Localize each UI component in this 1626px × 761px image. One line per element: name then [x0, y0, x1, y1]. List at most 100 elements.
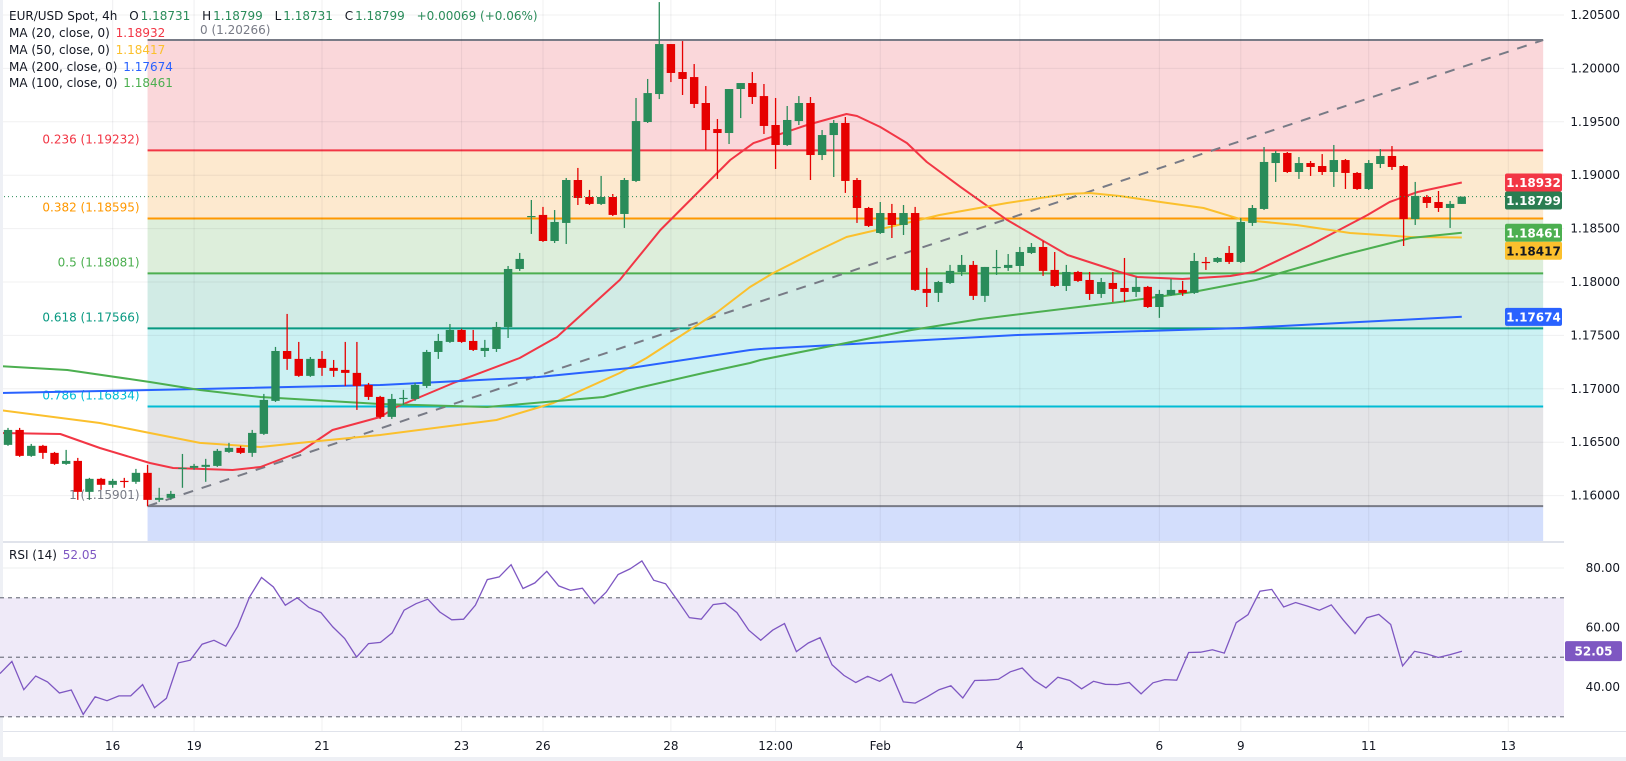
candle[interactable] — [317, 350, 327, 376]
candle[interactable] — [85, 477, 94, 500]
candle[interactable] — [294, 341, 303, 377]
candle[interactable] — [154, 487, 164, 502]
candle[interactable] — [922, 267, 931, 307]
candle[interactable] — [1224, 246, 1234, 264]
ma-line[interactable] — [0, 315, 1462, 394]
candle[interactable] — [1271, 150, 1280, 182]
indicator-ma200[interactable]: MA (200, close, 0) 1.17674 — [9, 60, 175, 75]
candle[interactable] — [1131, 276, 1141, 297]
candle[interactable] — [1306, 160, 1315, 176]
candle[interactable] — [271, 346, 280, 402]
candle[interactable] — [643, 78, 652, 123]
candle[interactable] — [608, 193, 617, 216]
candle[interactable] — [1352, 171, 1362, 190]
candle[interactable] — [864, 206, 873, 227]
candle[interactable] — [306, 356, 315, 377]
candle[interactable] — [771, 97, 780, 170]
candle[interactable] — [503, 265, 513, 338]
ma-line[interactable] — [0, 192, 1462, 448]
symbol-title[interactable]: EUR/USD Spot, 4h — [9, 9, 118, 23]
candle[interactable] — [1190, 252, 1199, 294]
candle[interactable] — [573, 167, 583, 205]
candle[interactable] — [143, 464, 152, 507]
candle[interactable] — [1294, 157, 1304, 179]
candle[interactable] — [480, 339, 490, 357]
candle[interactable] — [236, 445, 245, 454]
time-axis[interactable]: 16 19 21 23 26 28 12:00 Feb 4 6 9 11 13 — [105, 739, 1516, 753]
candle[interactable] — [899, 204, 908, 236]
candle[interactable] — [1085, 271, 1094, 300]
candle[interactable] — [1317, 154, 1327, 175]
candle[interactable] — [1178, 280, 1187, 296]
candle[interactable] — [422, 349, 431, 388]
candle[interactable] — [457, 328, 466, 343]
candle[interactable] — [27, 443, 36, 457]
candle[interactable] — [980, 266, 990, 302]
candle[interactable] — [3, 427, 13, 446]
candle[interactable] — [434, 333, 443, 359]
candle[interactable] — [131, 468, 141, 484]
candle[interactable] — [1422, 194, 1432, 208]
candle[interactable] — [1073, 270, 1083, 282]
candle[interactable] — [1399, 164, 1408, 247]
candle[interactable] — [1038, 240, 1048, 276]
candle[interactable] — [1259, 147, 1269, 211]
candle[interactable] — [701, 86, 710, 150]
candle[interactable] — [259, 393, 269, 435]
candle[interactable] — [538, 206, 548, 242]
candle[interactable] — [666, 44, 676, 83]
candle[interactable] — [387, 393, 396, 419]
candle[interactable] — [829, 119, 838, 178]
candle[interactable] — [399, 389, 408, 405]
candle[interactable] — [910, 206, 920, 291]
candle[interactable] — [841, 116, 850, 193]
candle[interactable] — [550, 210, 559, 244]
candle[interactable] — [224, 442, 234, 453]
candle[interactable] — [1155, 289, 1164, 318]
candle[interactable] — [678, 41, 687, 95]
candle[interactable] — [748, 72, 757, 104]
candle[interactable] — [852, 177, 862, 223]
candle[interactable] — [759, 83, 769, 134]
candle[interactable] — [934, 280, 943, 302]
candle[interactable] — [1027, 243, 1036, 255]
candle[interactable] — [96, 477, 106, 490]
candle[interactable] — [469, 329, 478, 351]
candle[interactable] — [1411, 181, 1420, 225]
candle[interactable] — [108, 478, 117, 488]
rsi-line[interactable] — [0, 559, 1463, 716]
candle[interactable] — [1248, 204, 1257, 226]
candle[interactable] — [352, 341, 362, 410]
candle[interactable] — [1329, 144, 1339, 187]
candle[interactable] — [15, 427, 24, 457]
indicator-ma50[interactable]: MA (50, close, 0) 1.18417 — [9, 43, 167, 58]
ma-line[interactable] — [0, 231, 1462, 408]
candle[interactable] — [1236, 218, 1245, 263]
candle[interactable] — [248, 429, 257, 457]
candle[interactable] — [631, 97, 641, 183]
candle[interactable] — [329, 359, 338, 377]
candle[interactable] — [1166, 278, 1176, 296]
candle[interactable] — [876, 202, 885, 234]
candle[interactable] — [585, 189, 594, 205]
price-axis[interactable]: 1.20500 1.20000 1.19500 1.19000 1.18500 1.180… — [1564, 0, 1626, 731]
candle[interactable] — [1457, 196, 1466, 204]
candle[interactable] — [189, 463, 199, 470]
candle[interactable] — [492, 321, 501, 352]
candle[interactable] — [1341, 158, 1350, 189]
candle[interactable] — [969, 260, 978, 300]
candle[interactable] — [527, 199, 536, 234]
candle[interactable] — [655, 2, 664, 100]
candle[interactable] — [515, 252, 524, 271]
candle[interactable] — [364, 382, 373, 400]
candle[interactable] — [783, 105, 792, 146]
candle[interactable] — [282, 313, 292, 370]
candle[interactable] — [178, 453, 187, 488]
indicator-ma100[interactable]: MA (100, close, 0) 1.18461 — [9, 76, 175, 91]
candle[interactable] — [794, 96, 804, 126]
candle[interactable] — [817, 130, 827, 161]
candle[interactable] — [410, 382, 420, 401]
candle[interactable] — [38, 444, 48, 459]
candle[interactable] — [736, 83, 745, 119]
